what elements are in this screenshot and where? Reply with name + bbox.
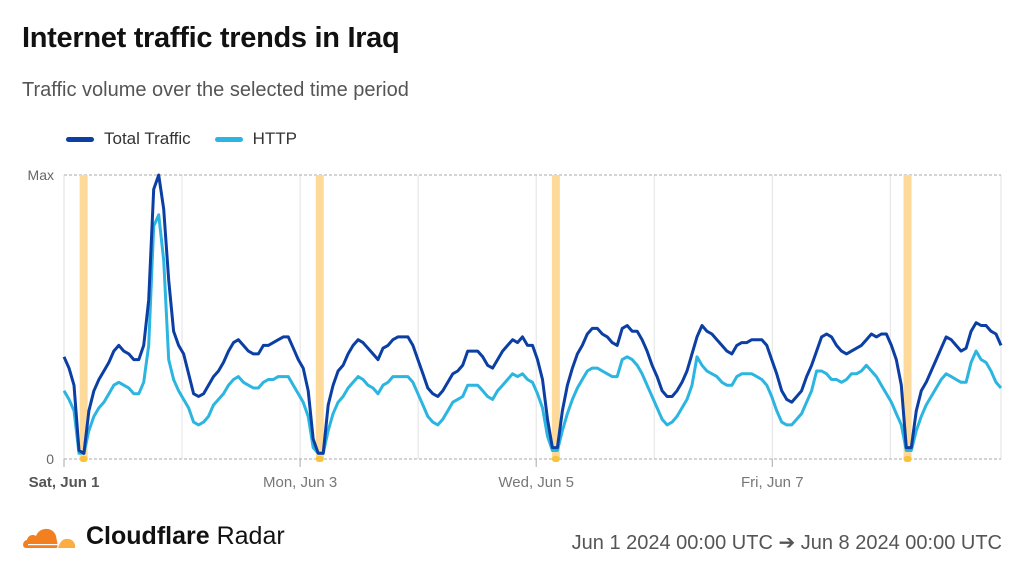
- x-tick-label: Mon, Jun 3: [263, 474, 337, 491]
- cloudflare-logo-icon: [23, 528, 76, 548]
- brand-light: Radar: [216, 522, 285, 550]
- outage-marker: [551, 456, 560, 462]
- legend-label-total: Total Traffic: [104, 129, 191, 148]
- legend-swatch-total: [66, 136, 94, 142]
- x-tick-label: Wed, Jun 5: [498, 474, 574, 491]
- chart-title: Internet traffic trends in Iraq: [22, 22, 400, 54]
- legend-label-http: HTTP: [252, 129, 298, 148]
- series-line-http: [62, 213, 1003, 455]
- outage-marker: [315, 456, 324, 462]
- outage-band: [315, 175, 324, 459]
- outage-marker: [79, 456, 88, 462]
- brand-bold: Cloudflare: [86, 522, 210, 550]
- outage-band: [903, 175, 912, 459]
- outage-band: [551, 175, 560, 459]
- date-range: Jun 1 2024 00:00 UTC ➔ Jun 8 2024 00:00 …: [571, 532, 1002, 554]
- outage-band: [79, 175, 88, 459]
- legend-item-http[interactable]: HTTP: [214, 129, 298, 149]
- legend-item-total[interactable]: Total Traffic: [66, 129, 191, 149]
- x-tick-label: Fri, Jun 7: [741, 474, 804, 491]
- legend-swatch-http: [214, 136, 243, 142]
- x-tick-label: Sat, Jun 1: [29, 474, 100, 491]
- series-line-total: [62, 173, 1003, 455]
- brand: Cloudflare Radar: [22, 522, 285, 551]
- y-tick-label: Max: [28, 167, 54, 183]
- chart-subtitle: Traffic volume over the selected time pe…: [22, 79, 409, 101]
- legend: Total Traffic HTTP: [66, 129, 297, 149]
- brand-name: Cloudflare Radar: [86, 522, 285, 551]
- y-tick-label: 0: [46, 451, 54, 467]
- outage-marker: [903, 456, 912, 462]
